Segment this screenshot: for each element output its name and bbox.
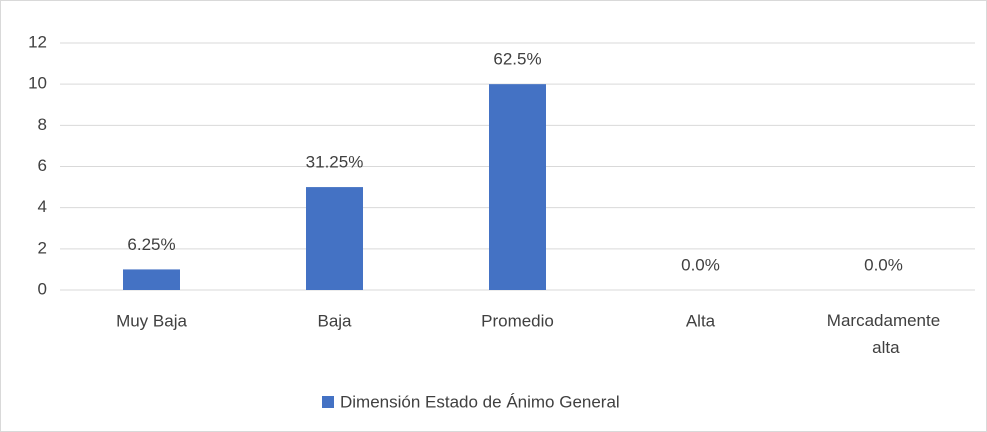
data-label: 0.0% <box>864 255 903 274</box>
data-label: 62.5% <box>493 50 541 69</box>
x-tick-label: Alta <box>686 311 716 330</box>
bar <box>123 269 180 290</box>
bar <box>306 187 363 290</box>
y-tick-label: 4 <box>38 197 47 216</box>
y-tick-label: 6 <box>38 156 47 175</box>
y-tick-label: 2 <box>38 238 47 257</box>
x-tick-label: Marcadamente alta <box>827 311 940 357</box>
legend-swatch <box>322 396 334 408</box>
y-tick-label: 12 <box>28 32 47 51</box>
data-label: 6.25% <box>127 235 175 254</box>
bar <box>489 84 546 291</box>
y-tick-label: 8 <box>38 115 47 134</box>
data-label: 31.25% <box>306 153 364 172</box>
data-label: 0.0% <box>681 255 720 274</box>
x-tick-label: Baja <box>317 311 352 330</box>
y-tick-label: 0 <box>38 279 47 298</box>
y-tick-label: 10 <box>28 74 47 93</box>
x-tick-label: Promedio <box>481 311 554 330</box>
legend-label: Dimensión Estado de Ánimo General <box>340 392 620 411</box>
x-tick-label: Muy Baja <box>116 311 187 330</box>
